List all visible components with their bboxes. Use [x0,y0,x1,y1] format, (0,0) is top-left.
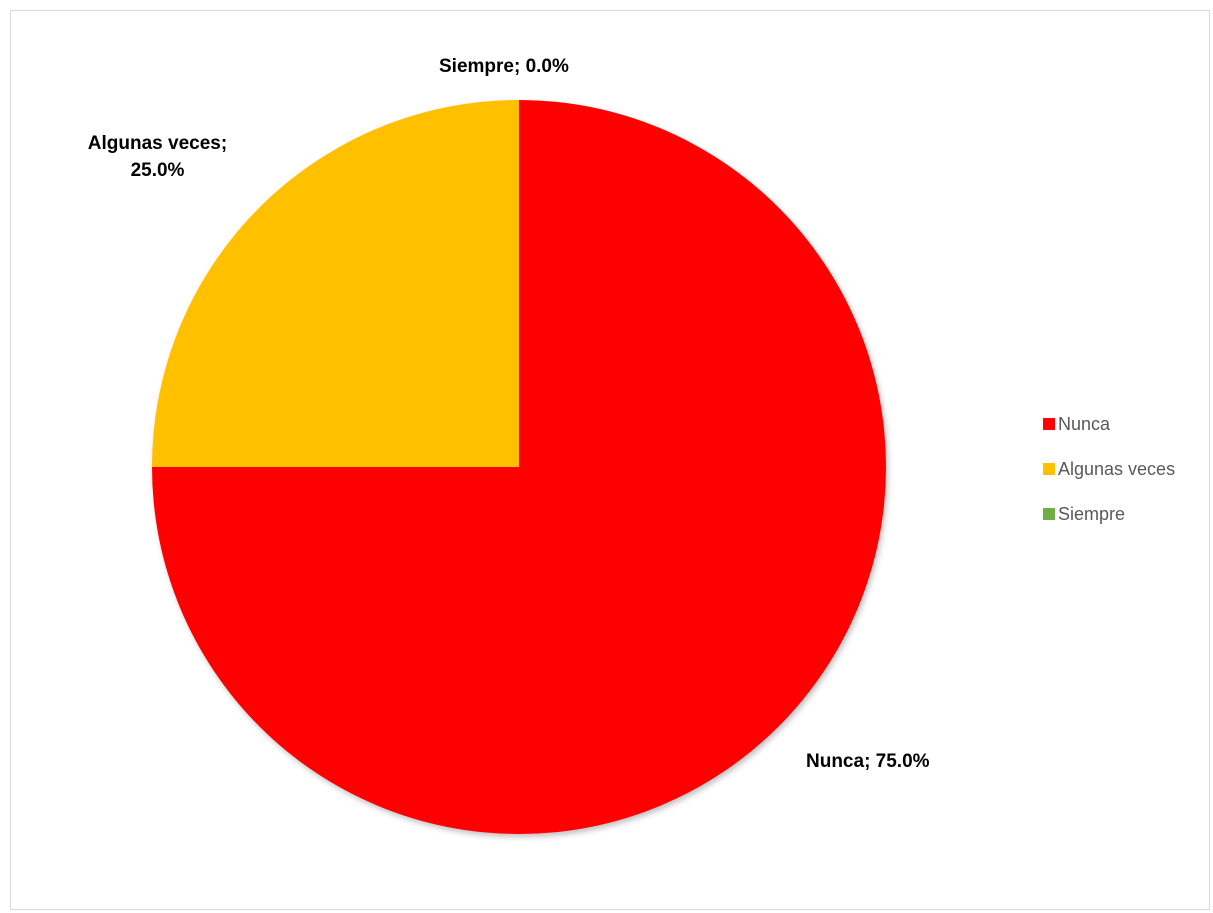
legend-item-nunca: Nunca [1043,409,1175,439]
data-label-nunca: Nunca; 75.0% [806,751,930,772]
chart-legend: Nunca Algunas veces Siempre [1043,409,1175,544]
legend-label-algunas-veces: Algunas veces [1058,458,1176,479]
pie-slice-algunas-veces [152,100,519,467]
legend-swatch-nunca [1043,418,1055,430]
pie-slices [152,100,886,834]
legend-swatch-siempre [1043,508,1055,520]
legend-label-nunca: Nunca [1058,413,1111,434]
legend-item-siempre: Siempre [1043,499,1175,529]
legend-swatch-algunas-veces [1043,463,1055,475]
legend-item-algunas-veces: Algunas veces [1043,454,1175,484]
legend-label-siempre: Siempre [1058,503,1126,524]
data-label-algunas-veces: Algunas veces; 25.0% [87,133,228,181]
data-label-siempre: Siempre; 0.0% [439,56,569,77]
